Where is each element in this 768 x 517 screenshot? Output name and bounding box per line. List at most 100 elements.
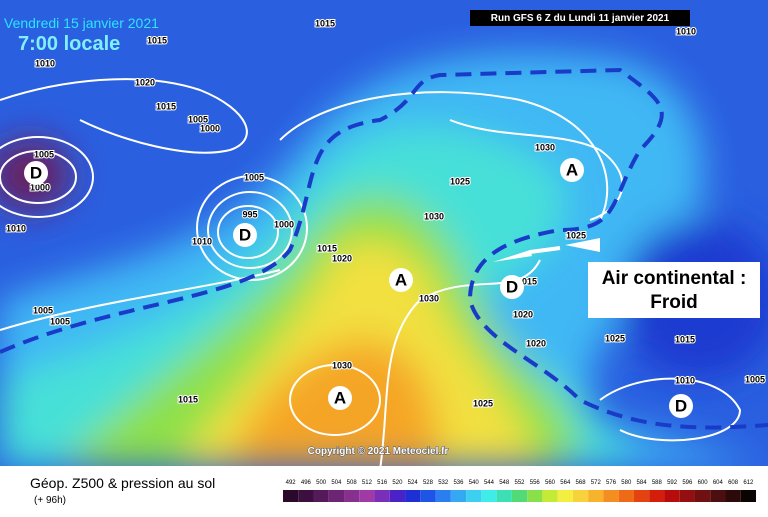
isobar-label: 1005 (50, 316, 70, 326)
legend-value: 608 (728, 480, 739, 486)
legend-swatch (374, 490, 390, 502)
legend-swatch (435, 490, 451, 502)
footer-lead: (+ 96h) (34, 495, 66, 506)
isobar-label: 1005 (188, 114, 208, 124)
center-marker (24, 161, 48, 185)
legend-swatch (633, 490, 650, 502)
legend-value: 504 (331, 480, 342, 486)
legend-swatch (527, 490, 543, 502)
legend-value: 592 (667, 480, 678, 486)
legend-value: 520 (392, 480, 403, 486)
center-marker (560, 158, 584, 182)
legend-value: 576 (606, 480, 617, 486)
legend-swatch (481, 490, 497, 502)
legend-value: 544 (484, 480, 495, 486)
legend-value: 496 (301, 480, 312, 486)
center-marker (233, 223, 257, 247)
legend-value: 500 (316, 480, 327, 486)
legend-value: 540 (469, 480, 480, 486)
isobar-label: 1010 (676, 26, 696, 36)
legend-value: 612 (743, 480, 754, 486)
legend-swatch (725, 490, 741, 502)
legend-swatch (466, 490, 482, 502)
legend-value: 564 (560, 480, 571, 486)
local-time: 7:00 locale (18, 33, 120, 55)
center-label: A (395, 270, 407, 289)
isobar-label: 1010 (675, 375, 695, 385)
isobar-label: 1020 (332, 253, 352, 263)
legend-value: 584 (637, 480, 648, 486)
legend-swatch (649, 490, 665, 502)
legend-swatch (389, 490, 406, 502)
isobar-label: 1010 (6, 223, 26, 233)
isobar-label: 1005 (34, 149, 54, 159)
legend-value: 532 (438, 480, 449, 486)
field (0, 0, 768, 467)
legend-swatch (679, 490, 695, 502)
legend-swatch (588, 490, 604, 502)
isobar-label: 1000 (200, 123, 220, 133)
legend-value: 560 (545, 480, 556, 486)
center-label: D (506, 277, 518, 296)
center-marker (669, 394, 693, 418)
legend-value: 556 (530, 480, 541, 486)
isobar-label: 1015 (147, 35, 167, 45)
legend-value: 512 (362, 480, 373, 486)
legend-swatch (511, 490, 528, 502)
annotation-line: Air continental : (602, 268, 747, 289)
legend-swatch (618, 490, 634, 502)
isobar-label: 1020 (526, 338, 546, 348)
legend-swatch (283, 490, 299, 502)
isobar-label: 1010 (35, 58, 55, 68)
legend-swatch (603, 490, 619, 502)
annotation-box (588, 262, 760, 318)
isobar-label: 1030 (424, 211, 444, 221)
legend-swatch (359, 490, 375, 502)
center-label: D (239, 225, 251, 244)
isobar-label: 1010 (192, 236, 212, 246)
isobar-label: 1030 (419, 293, 439, 303)
legend-value: 596 (682, 480, 693, 486)
legend-swatch (298, 490, 314, 502)
isobar-label: 1025 (450, 176, 470, 186)
legend-swatch (740, 490, 756, 502)
legend-swatch (344, 490, 360, 502)
legend-swatch (664, 490, 680, 502)
legend-value: 604 (713, 480, 724, 486)
isobar-label: 1025 (605, 333, 625, 343)
center-marker (500, 275, 524, 299)
legend-value: 600 (698, 480, 709, 486)
isobar-labels: 1015101510101020101510051000100510001010… (5, 17, 766, 409)
legend-swatch (313, 490, 329, 502)
legend-value: 572 (591, 480, 602, 486)
center-label: D (30, 163, 42, 182)
center-marker (389, 268, 413, 292)
forecast-date: Vendredi 15 janvier 2021 (4, 15, 159, 31)
legend-value: 552 (514, 480, 525, 486)
footer-bg (0, 466, 768, 512)
isobar-label: 1015 (156, 101, 176, 111)
isobar-label: 995 (242, 209, 257, 219)
legend-value: 580 (621, 480, 632, 486)
center-label: A (334, 388, 346, 407)
isobar-label: 1015 (315, 18, 335, 28)
isobar-label: 1025 (473, 398, 493, 408)
legend-swatch (405, 490, 421, 502)
legend-swatch (450, 490, 467, 502)
legend-swatch (420, 490, 436, 502)
isobar-label: 1020 (513, 309, 533, 319)
legend-swatch (710, 490, 726, 502)
legend-value: 548 (499, 480, 510, 486)
center-label: D (675, 396, 687, 415)
legend-value: 528 (423, 480, 434, 486)
pressure-centers: D D A A D A D (24, 158, 693, 418)
legend-swatch (328, 490, 345, 502)
isobar-label: 1025 (566, 230, 586, 240)
legend-swatch (694, 490, 711, 502)
isobar-label: 1000 (274, 219, 294, 229)
run-info: Run GFS 6 Z du Lundi 11 janvier 2021 (491, 13, 670, 24)
legend-swatch (496, 490, 512, 502)
isobar-label: 1030 (332, 360, 352, 370)
center-marker (328, 386, 352, 410)
